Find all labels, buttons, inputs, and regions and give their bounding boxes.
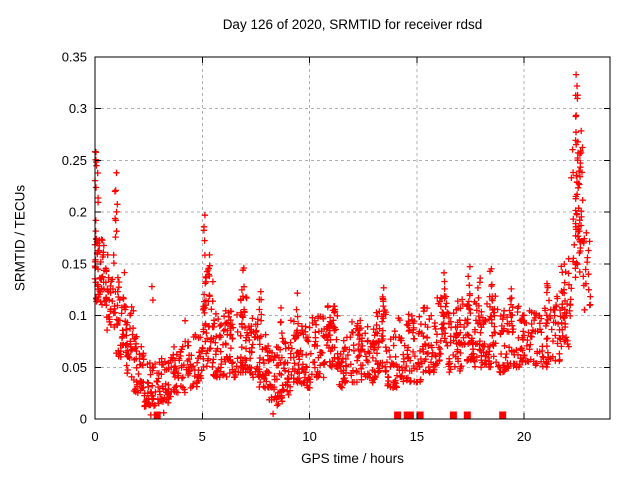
zero-square-marker <box>416 411 424 419</box>
y-tick-label: 0.3 <box>69 101 87 116</box>
y-tick-label: 0.15 <box>62 256 87 271</box>
y-tick-label: 0 <box>80 412 87 427</box>
x-tick-label: 10 <box>302 429 316 444</box>
zero-square-marker <box>449 411 457 419</box>
zero-markers <box>153 411 507 419</box>
plot-title: Day 126 of 2020, SRMTID for receiver rds… <box>222 17 483 32</box>
zero-square-marker <box>463 411 471 419</box>
zero-square-marker <box>394 411 402 419</box>
zero-square-marker <box>499 411 507 419</box>
plot-frame <box>94 56 611 420</box>
zero-square-marker <box>406 411 414 419</box>
scatter-points <box>91 71 594 419</box>
zero-square-marker <box>153 411 161 419</box>
tick-labels: 0 0.05 0.1 0.15 0.2 0.25 0.3 0.35 0 5 10 15 20 <box>62 50 532 445</box>
x-tick-label: 15 <box>410 429 424 444</box>
y-tick-label: 0.35 <box>62 50 87 65</box>
y-tick-label: 0.05 <box>62 360 87 375</box>
x-tick-label: 20 <box>517 429 531 444</box>
x-tick-label: 0 <box>91 429 98 444</box>
y-tick-label: 0.2 <box>69 205 87 220</box>
x-axis-label: GPS time / hours <box>301 451 404 466</box>
axis-ticks <box>94 56 610 420</box>
gridlines <box>95 57 610 419</box>
x-tick-label: 5 <box>199 429 206 444</box>
y-tick-label: 0.1 <box>69 308 87 323</box>
y-tick-label: 0.25 <box>62 153 87 168</box>
